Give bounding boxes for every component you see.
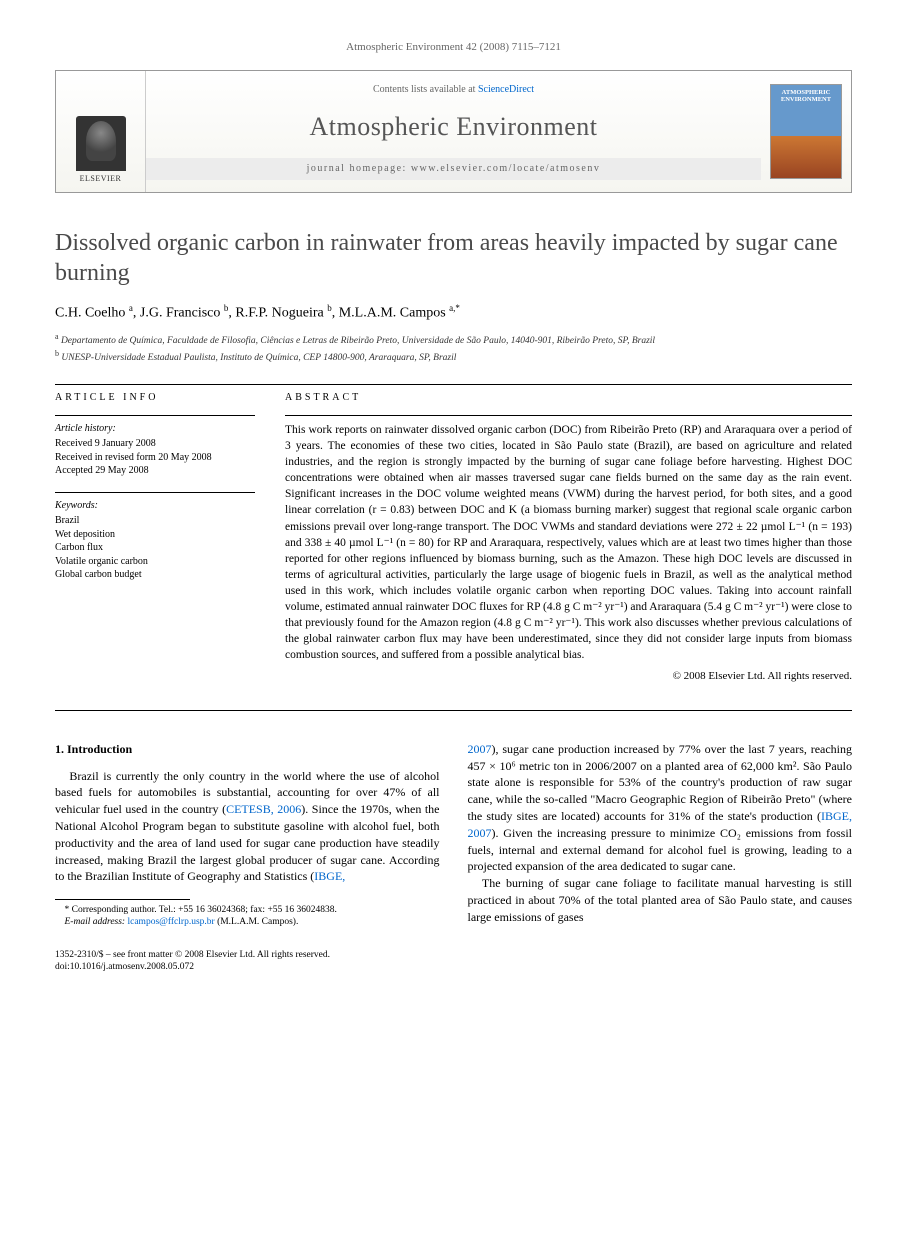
- elsevier-tree-icon: [76, 116, 126, 171]
- history-line: Accepted 29 May 2008: [55, 464, 255, 478]
- divider: [55, 492, 255, 493]
- abstract-copyright: © 2008 Elsevier Ltd. All rights reserved…: [285, 669, 852, 684]
- keyword: Volatile organic carbon: [55, 555, 255, 569]
- masthead-center: Contents lists available at ScienceDirec…: [146, 71, 761, 191]
- abstract-heading: ABSTRACT: [285, 391, 852, 405]
- author-list: C.H. Coelho a, J.G. Francisco b, R.F.P. …: [55, 302, 852, 323]
- homepage-prefix: journal homepage:: [307, 163, 411, 174]
- body-text: ). Given the increasing pressure to mini…: [468, 826, 853, 874]
- body-column-left: 1. Introduction Brazil is currently the …: [55, 741, 440, 929]
- citation-link[interactable]: 2007: [468, 742, 492, 756]
- body-paragraph: The burning of sugar cane foliage to fac…: [468, 875, 853, 925]
- contents-prefix: Contents lists available at: [373, 84, 478, 95]
- history-label: Article history:: [55, 422, 255, 436]
- divider: [55, 415, 255, 416]
- journal-masthead: ELSEVIER Contents lists available at Sci…: [55, 70, 852, 192]
- body-paragraph: Brazil is currently the only country in …: [55, 768, 440, 886]
- footer-line: 1352-2310/$ – see front matter © 2008 El…: [55, 949, 852, 961]
- footnote-separator: [55, 899, 190, 900]
- corresponding-author-footnote: * Corresponding author. Tel.: +55 16 360…: [55, 904, 440, 929]
- footnote-line: E-mail address: lcampos@ffclrp.usp.br (M…: [55, 916, 440, 928]
- page-footer: 1352-2310/$ – see front matter © 2008 El…: [55, 949, 852, 974]
- sciencedirect-link[interactable]: ScienceDirect: [478, 84, 534, 95]
- history-line: Received 9 January 2008: [55, 437, 255, 451]
- keyword: Carbon flux: [55, 541, 255, 555]
- publisher-logo-block: ELSEVIER: [56, 71, 146, 191]
- abstract-text: This work reports on rainwater dissolved…: [285, 422, 852, 663]
- email-link[interactable]: lcampos@ffclrp.usp.br: [127, 917, 214, 927]
- article-title: Dissolved organic carbon in rainwater fr…: [55, 228, 852, 288]
- contents-available-line: Contents lists available at ScienceDirec…: [373, 83, 534, 97]
- footer-line: doi:10.1016/j.atmosenv.2008.05.072: [55, 961, 852, 973]
- affiliation-a: a Departamento de Química, Faculdade de …: [55, 331, 852, 348]
- homepage-url: www.elsevier.com/locate/atmosenv: [411, 163, 601, 174]
- journal-homepage-line: journal homepage: www.elsevier.com/locat…: [146, 158, 761, 180]
- section-heading: 1. Introduction: [55, 741, 440, 758]
- email-label: E-mail address:: [65, 917, 126, 927]
- article-history-block: Article history: Received 9 January 2008…: [55, 422, 255, 478]
- keyword: Brazil: [55, 514, 255, 528]
- divider: [285, 415, 852, 416]
- cover-thumb-label: ATMOSPHERIC ENVIRONMENT: [771, 89, 841, 103]
- body-column-right: 2007), sugar cane production increased b…: [468, 741, 853, 929]
- keyword: Global carbon budget: [55, 568, 255, 582]
- body-two-column: 1. Introduction Brazil is currently the …: [55, 741, 852, 929]
- citation-link[interactable]: CETESB, 2006: [226, 802, 301, 816]
- body-paragraph: 2007), sugar cane production increased b…: [468, 741, 853, 875]
- journal-cover-thumbnail: ATMOSPHERIC ENVIRONMENT: [770, 84, 842, 179]
- article-info-column: ARTICLE INFO Article history: Received 9…: [55, 391, 255, 685]
- keyword: Wet deposition: [55, 528, 255, 542]
- footnote-line: * Corresponding author. Tel.: +55 16 360…: [55, 904, 440, 916]
- affiliation-b: b UNESP-Universidade Estadual Paulista, …: [55, 348, 852, 365]
- keywords-label: Keywords:: [55, 499, 255, 513]
- journal-name: Atmospheric Environment: [309, 109, 597, 145]
- keywords-block: Keywords: Brazil Wet deposition Carbon f…: [55, 499, 255, 582]
- divider: [55, 384, 852, 385]
- citation-link[interactable]: IBGE,: [314, 869, 345, 883]
- elsevier-label: ELSEVIER: [80, 173, 122, 184]
- abstract-column: ABSTRACT This work reports on rainwater …: [285, 391, 852, 685]
- article-info-heading: ARTICLE INFO: [55, 391, 255, 405]
- affiliations: a Departamento de Química, Faculdade de …: [55, 331, 852, 366]
- history-line: Received in revised form 20 May 2008: [55, 451, 255, 465]
- cover-thumbnail-block: ATMOSPHERIC ENVIRONMENT: [761, 71, 851, 191]
- email-suffix: (M.L.A.M. Campos).: [217, 917, 298, 927]
- divider: [55, 710, 852, 711]
- running-head: Atmospheric Environment 42 (2008) 7115–7…: [55, 40, 852, 55]
- body-text: ), sugar cane production increased by 77…: [468, 742, 853, 823]
